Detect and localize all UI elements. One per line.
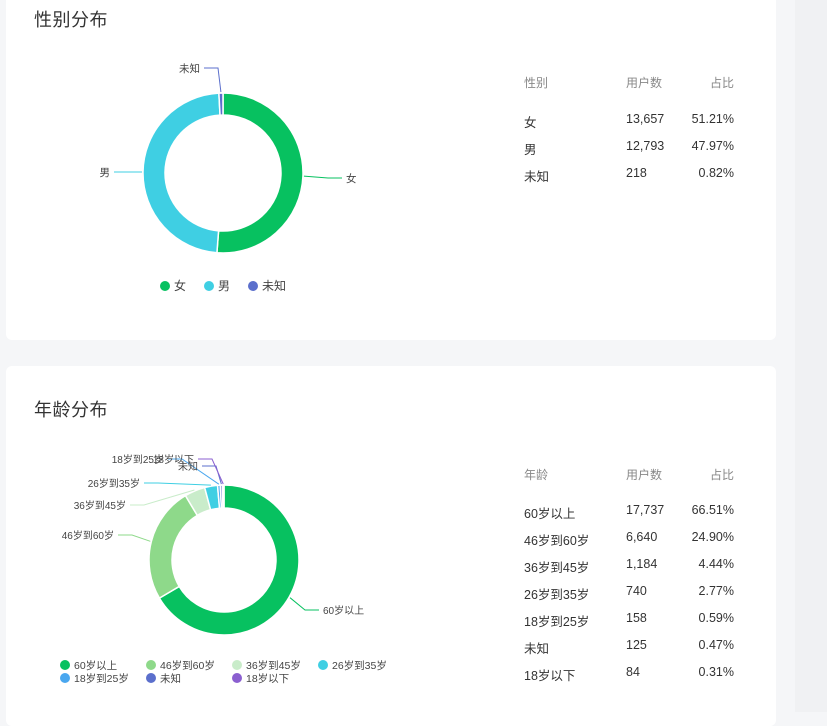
row-count: 218 — [626, 166, 647, 180]
legend-item-26-35[interactable]: 26岁到35岁 — [318, 658, 387, 673]
row-label: 18岁到25岁 — [524, 611, 589, 630]
row-label: 46岁到60岁 — [524, 530, 589, 549]
col-header-count: 用户数 — [626, 466, 662, 483]
donut-slice[interactable] — [149, 496, 197, 598]
row-pct: 24.90% — [692, 530, 734, 544]
table-row: 26岁到35岁 740 2.77% — [524, 584, 734, 604]
donut-slice[interactable] — [223, 485, 224, 508]
row-label: 60岁以上 — [524, 503, 575, 522]
table-row: 未知 218 0.82% — [524, 166, 734, 186]
slice-label: 46岁到60岁 — [62, 529, 114, 542]
legend-dot-icon — [232, 660, 242, 670]
legend-item-female[interactable]: 女 — [160, 277, 186, 294]
table-row: 60岁以上 17,737 66.51% — [524, 503, 734, 523]
row-pct: 66.51% — [692, 503, 734, 517]
row-count: 17,737 — [626, 503, 664, 517]
slice-label: 26岁到35岁 — [88, 477, 140, 490]
legend-dot-icon — [204, 281, 214, 291]
legend-item-under-18[interactable]: 18岁以下 — [232, 671, 289, 686]
label-leader-line — [144, 483, 211, 485]
row-pct: 2.77% — [699, 584, 734, 598]
row-count: 740 — [626, 584, 647, 598]
row-count: 13,657 — [626, 112, 664, 126]
row-pct: 47.97% — [692, 139, 734, 153]
gender-table-header: 性别 用户数 占比 — [524, 74, 734, 94]
legend-dot-icon — [60, 660, 70, 670]
table-row: 女 13,657 51.21% — [524, 112, 734, 132]
slice-label: 36岁到45岁 — [74, 499, 126, 512]
row-label: 未知 — [524, 166, 549, 185]
legend-item-unknown[interactable]: 未知 — [146, 671, 181, 686]
row-label: 未知 — [524, 638, 549, 657]
label-leader-line — [198, 459, 223, 484]
label-leader-line — [290, 598, 319, 610]
table-row: 18岁以下 84 0.31% — [524, 665, 734, 685]
donut-slice[interactable] — [143, 93, 220, 253]
row-count: 12,793 — [626, 139, 664, 153]
legend-dot-icon — [146, 660, 156, 670]
table-row: 未知 125 0.47% — [524, 638, 734, 658]
row-count: 1,184 — [626, 557, 657, 571]
legend-label: 26岁到35岁 — [332, 660, 387, 672]
row-label: 男 — [524, 139, 537, 158]
row-count: 158 — [626, 611, 647, 625]
table-row: 46岁到60岁 6,640 24.90% — [524, 530, 734, 550]
legend-item-male[interactable]: 男 — [204, 277, 230, 294]
scrollbar-track[interactable] — [795, 0, 827, 712]
legend-label: 18岁以下 — [246, 673, 289, 685]
donut-slice[interactable] — [217, 93, 303, 253]
row-pct: 0.31% — [699, 665, 734, 679]
col-header-gender: 性别 — [524, 74, 548, 91]
row-pct: 0.47% — [699, 638, 734, 652]
col-header-pct: 占比 — [710, 466, 734, 483]
legend-dot-icon — [160, 281, 170, 291]
col-header-pct: 占比 — [710, 74, 734, 91]
label-leader-line — [304, 176, 342, 178]
row-pct: 51.21% — [692, 112, 734, 126]
legend-label: 男 — [218, 279, 230, 293]
row-label: 18岁以下 — [524, 665, 575, 684]
legend-label: 女 — [174, 279, 186, 293]
legend-item-18-25[interactable]: 18岁到25岁 — [60, 671, 129, 686]
slice-label: 60岁以上 — [323, 604, 364, 617]
col-header-age: 年龄 — [524, 466, 548, 483]
legend-item-unknown[interactable]: 未知 — [248, 277, 286, 294]
row-label: 36岁到45岁 — [524, 557, 589, 576]
row-count: 6,640 — [626, 530, 657, 544]
slice-label: 男 — [100, 167, 111, 179]
legend-label: 18岁到25岁 — [74, 673, 129, 685]
slice-label: 女 — [346, 172, 357, 185]
legend-label: 未知 — [160, 673, 181, 685]
donut-slice[interactable] — [219, 93, 223, 115]
row-pct: 0.82% — [699, 166, 734, 180]
row-count: 84 — [626, 665, 640, 679]
table-row: 男 12,793 47.97% — [524, 139, 734, 159]
legend-dot-icon — [146, 673, 156, 683]
gender-distribution-card: 性别分布 女男未知 性别 用户数 占比 女 13,657 51.21% 男 12… — [6, 0, 776, 340]
slice-label: 18岁以下 — [153, 453, 194, 466]
table-row: 18岁到25岁 158 0.59% — [524, 611, 734, 631]
row-pct: 4.44% — [699, 557, 734, 571]
label-leader-line — [204, 68, 221, 92]
legend-dot-icon — [318, 660, 328, 670]
row-count: 125 — [626, 638, 647, 652]
row-label: 26岁到35岁 — [524, 584, 589, 603]
age-table-header: 年龄 用户数 占比 — [524, 466, 734, 486]
legend-dot-icon — [248, 281, 258, 291]
legend-dot-icon — [232, 673, 242, 683]
slice-label: 未知 — [179, 62, 200, 75]
table-row: 36岁到45岁 1,184 4.44% — [524, 557, 734, 577]
label-leader-line — [118, 535, 150, 541]
legend-dot-icon — [60, 673, 70, 683]
row-pct: 0.59% — [699, 611, 734, 625]
col-header-count: 用户数 — [626, 74, 662, 91]
row-label: 女 — [524, 112, 537, 131]
legend-label: 未知 — [262, 279, 286, 293]
